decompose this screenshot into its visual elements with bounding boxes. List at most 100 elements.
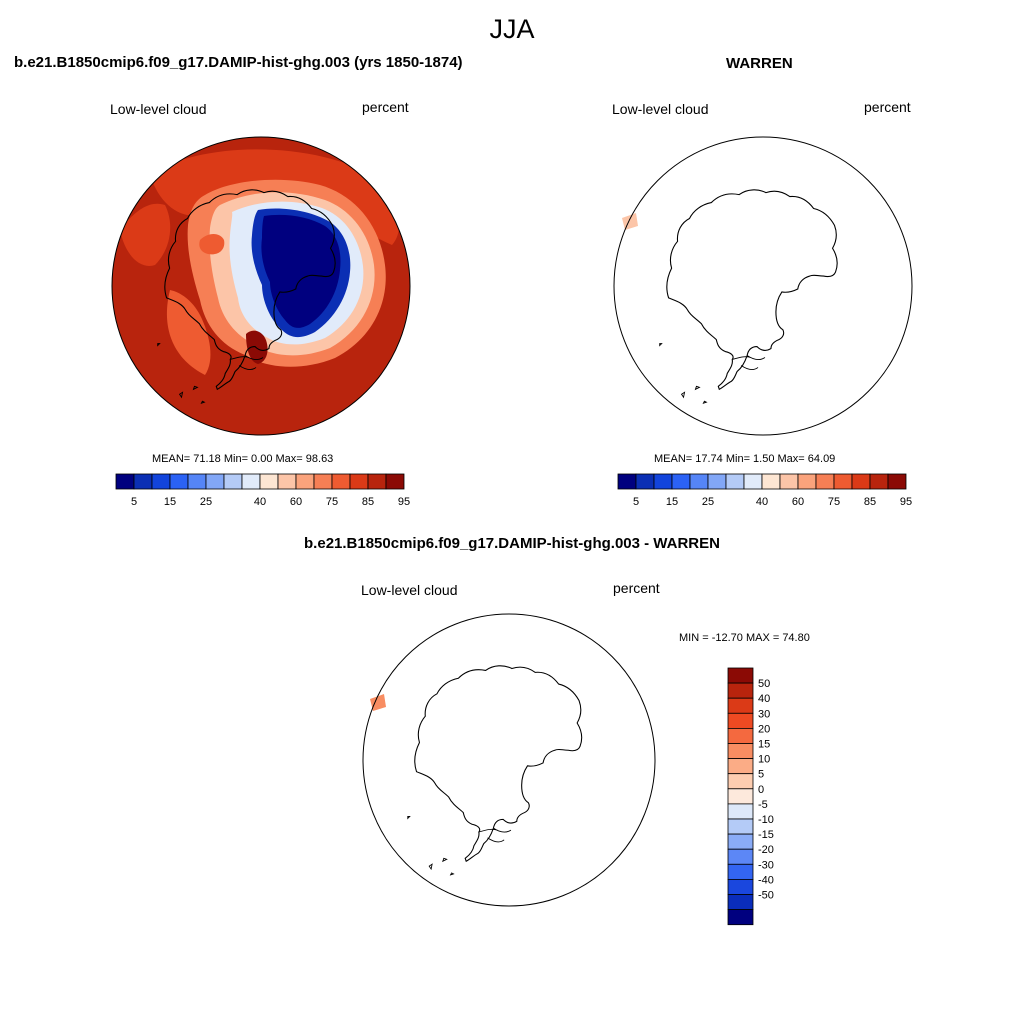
panel-3-variable-label: Low-level cloud xyxy=(361,582,458,598)
panel-3-colorbar-tick-label: 15 xyxy=(758,739,770,751)
panel-2-colorbar-swatch xyxy=(653,473,673,490)
panel-3-colorbar-swatch xyxy=(727,712,754,729)
panel-3-colorbar-tick-label: 10 xyxy=(758,754,770,766)
panel-3-colorbar-swatch xyxy=(727,743,754,760)
panel-3-colorbar-tick-label: 30 xyxy=(758,708,770,720)
panel-3-colorbar-swatch xyxy=(727,773,754,790)
panel-3-colorbar-tick-label: 5 xyxy=(758,769,764,781)
panel-1-colorbar-tick-label: 15 xyxy=(164,496,176,508)
panel-1-colorbar-tick-label: 40 xyxy=(254,496,266,508)
panel-3-colorbar-tick-label: -20 xyxy=(758,844,774,856)
panel-2-colorbar-swatch xyxy=(797,473,817,490)
panel-2-colorbar-tick-label: 5 xyxy=(633,496,639,508)
panel-2-colorbar-swatch xyxy=(635,473,655,490)
panel-1-colorbar-swatch xyxy=(133,473,153,490)
panel-1-colorbar-tick-label: 85 xyxy=(362,496,374,508)
panel-2-data-patch xyxy=(622,213,638,230)
panel-2-map-border xyxy=(613,136,913,436)
panel-1-colorbar-tick-label: 95 xyxy=(398,496,410,508)
panel-2-units-label: percent xyxy=(864,99,911,115)
panel-3-colorbar-swatch xyxy=(727,909,754,926)
panel-2-colorbar-swatch xyxy=(671,473,691,490)
figure-title: JJA xyxy=(489,14,535,44)
panel-2-variable-label: Low-level cloud xyxy=(612,101,709,117)
field-patch-peninsula xyxy=(199,234,225,255)
panel-2-colorbar-swatch xyxy=(617,473,637,490)
panel-2-colorbar-swatch xyxy=(725,473,745,490)
panel-3-colorbar-tick-label: 0 xyxy=(758,784,764,796)
panel-3-colorbar-tick-label: 40 xyxy=(758,693,770,705)
panel-2-colorbar-swatch xyxy=(689,473,709,490)
panel-2-colorbar-tick-label: 75 xyxy=(828,496,840,508)
panel-3-data-patch xyxy=(370,694,386,711)
panel-1-stats: MEAN= 71.18 Min= 0.00 Max= 98.63 xyxy=(152,453,334,465)
panel-3-colorbar-swatch xyxy=(727,894,754,911)
panel-1-colorbar-swatch xyxy=(331,473,351,490)
panel-3-colorbar-tick-label: 20 xyxy=(758,723,770,735)
panel-2-map xyxy=(613,136,913,436)
panel-2-colorbar-swatch xyxy=(869,473,889,490)
panel-3-title: b.e21.B1850cmip6.f09_g17.DAMIP-hist-ghg.… xyxy=(304,535,720,552)
panel-1-colorbar-swatch xyxy=(169,473,189,490)
panel-1-colorbar-tick-label: 75 xyxy=(326,496,338,508)
panel-3-map xyxy=(362,613,656,907)
panel-2-colorbar-swatch xyxy=(815,473,835,490)
panel-2-colorbar-swatch xyxy=(887,473,907,490)
panel-2-colorbar-swatch xyxy=(833,473,853,490)
panel-3-units-label: percent xyxy=(613,580,660,596)
panel-2-colorbar-tick-label: 85 xyxy=(864,496,876,508)
panel-3-colorbar-swatch xyxy=(727,818,754,835)
panel-3-colorbar-swatch xyxy=(727,833,754,850)
panel-2-colorbar-tick-label: 60 xyxy=(792,496,804,508)
panel-1-colorbar-swatch xyxy=(223,473,243,490)
panel-1-colorbar-tick-label: 60 xyxy=(290,496,302,508)
panel-3-colorbar-swatch xyxy=(727,728,754,744)
panel-3-colorbar-tick-label: -15 xyxy=(758,829,774,841)
panel-2-colorbar-tick-label: 95 xyxy=(900,496,912,508)
panel-3-coastline xyxy=(407,665,583,876)
panel-3-map-border xyxy=(362,613,656,907)
panel-1-colorbar-swatch xyxy=(187,473,207,490)
panel-1-colorbar-swatch xyxy=(205,473,225,490)
panel-1-colorbar-swatch xyxy=(115,473,135,490)
panel-3-colorbar-swatch xyxy=(727,878,754,895)
panel-1-colorbar-swatch xyxy=(277,473,297,490)
panel-3-colorbar-swatch xyxy=(727,848,754,865)
panel-3-colorbar-tick-label: -5 xyxy=(758,799,768,811)
panel-1-colorbar-swatch xyxy=(151,473,171,490)
panel-2-title: WARREN xyxy=(726,55,793,72)
panel-1-units-label: percent xyxy=(362,99,409,115)
panel-1-colorbar-swatch xyxy=(259,473,279,490)
panel-3-colorbar-tick-label: -10 xyxy=(758,814,774,826)
panel-1-colorbar: 5 15 25 40 60 75 85 95 xyxy=(115,473,410,508)
field-ice-sheet-core xyxy=(261,214,341,328)
panel-2-colorbar-swatch xyxy=(851,473,871,490)
panel-3-colorbar-swatch xyxy=(727,803,754,820)
field-patch-southwest xyxy=(166,290,211,375)
panel-3-colorbar-swatch xyxy=(727,697,754,714)
panel-3-colorbar-tick-label: -30 xyxy=(758,859,774,871)
panel-1-colorbar-swatch xyxy=(367,473,387,490)
panel-1-colorbar-swatch xyxy=(295,473,315,490)
panel-3-colorbar-swatch xyxy=(727,682,754,699)
panel-1-colorbar-swatch xyxy=(241,473,261,490)
panel-1-colorbar-swatch xyxy=(349,473,369,490)
panel-1-title: b.e21.B1850cmip6.f09_g17.DAMIP-hist-ghg.… xyxy=(14,54,463,71)
panel-2-colorbar-tick-label: 25 xyxy=(702,496,714,508)
panel-2-stats: MEAN= 17.74 Min= 1.50 Max= 64.09 xyxy=(654,453,836,465)
panel-2-colorbar-tick-label: 40 xyxy=(756,496,768,508)
panel-1-colorbar-tick-label: 25 xyxy=(200,496,212,508)
panel-1-colorbar-swatch xyxy=(313,473,333,490)
panel-2-colorbar-swatch xyxy=(743,473,763,490)
panel-2-colorbar-swatch xyxy=(779,473,799,490)
panel-3-colorbar-swatch xyxy=(727,758,754,775)
panel-3-stats: MIN = -12.70 MAX = 74.80 xyxy=(679,632,810,644)
panel-3-colorbar-tick-label: -50 xyxy=(758,890,774,902)
panel-1-map-border xyxy=(111,136,411,436)
panel-3-colorbar-swatch xyxy=(727,667,754,684)
panel-2-colorbar: 5 15 25 40 60 75 85 95 xyxy=(617,473,912,508)
panel-1-map xyxy=(111,136,411,436)
field-patch-west xyxy=(120,203,171,266)
